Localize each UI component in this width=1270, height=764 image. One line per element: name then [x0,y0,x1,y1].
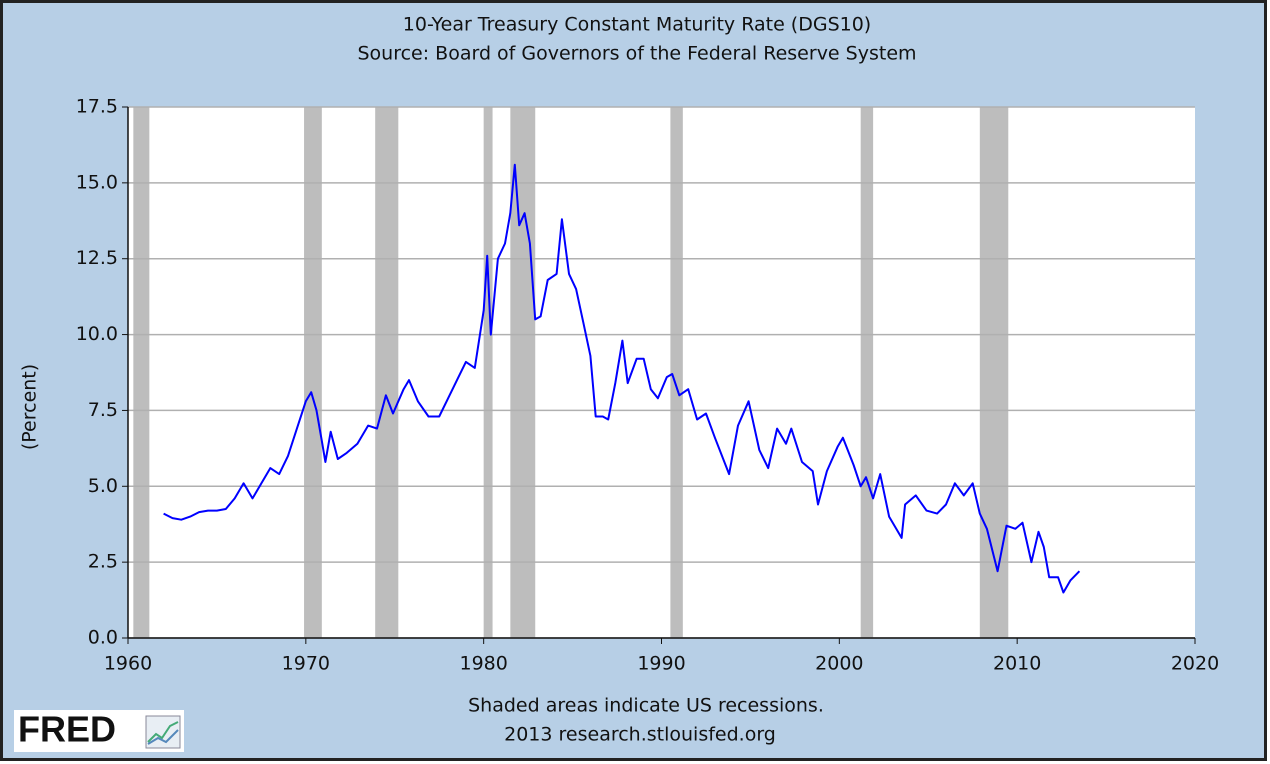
y-tick-label: 5.0 [88,475,118,497]
y-tick-label: 15.0 [76,171,118,193]
x-tick-label: 1980 [459,653,507,675]
y-tick-label: 7.5 [88,399,118,421]
recession-band [510,107,536,638]
chart-subtitle: Source: Board of Governors of the Federa… [357,43,916,65]
y-axis-label: (Percent) [19,364,41,450]
recession-band [304,107,322,638]
y-tick-label: 17.5 [76,96,118,118]
note: Shaded areas indicate US recessions. [468,695,824,717]
x-tick-label: 1970 [282,653,330,675]
x-tick-label: 2000 [815,653,863,675]
x-tick-label: 1990 [637,653,685,675]
plot-area [128,107,1195,638]
recession-band [375,107,399,638]
y-tick-label: 10.0 [76,323,118,345]
recession-band [483,107,493,638]
data-line [163,163,1081,594]
y-tick-label: 2.5 [88,551,118,573]
x-tick-label: 1960 [104,653,152,675]
chart-title: 10-Year Treasury Constant Maturity Rate … [403,14,871,36]
y-tick-label: 12.5 [76,247,118,269]
y-tick-label: 0.0 [88,627,118,649]
recession-band [133,107,150,638]
logo-icon-line [147,729,179,745]
x-tick-label: 2020 [1171,653,1219,675]
credit: 2013 research.stlouisfed.org [504,724,776,746]
x-tick-label: 2010 [993,653,1041,675]
logo-icon-line [147,721,179,743]
recession-band [979,107,1009,638]
recession-band [860,107,874,638]
recession-band [670,107,683,638]
logo-icon [145,715,181,749]
logo: FRED [18,709,116,750]
